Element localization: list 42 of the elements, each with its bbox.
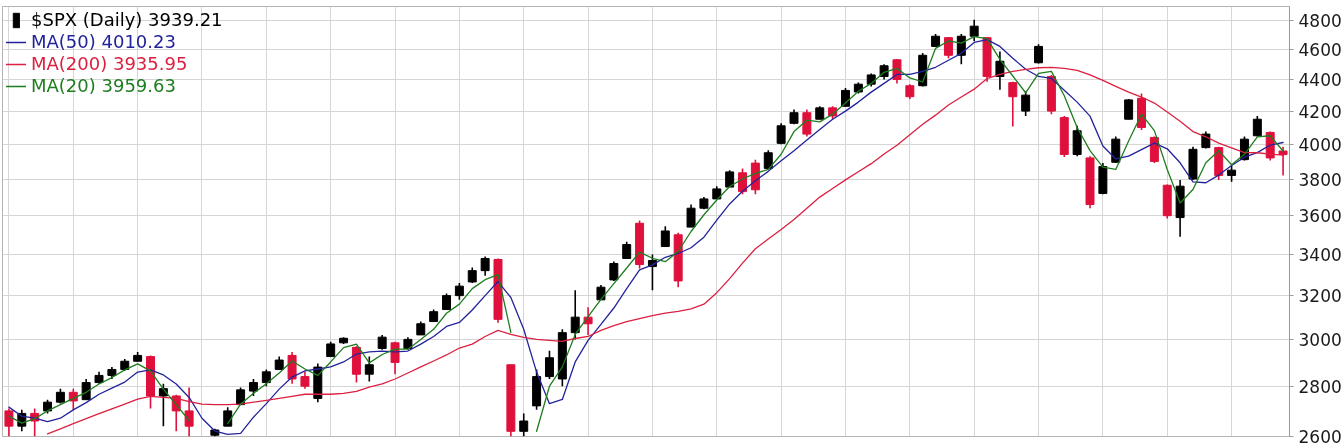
candlestick bbox=[519, 412, 529, 437]
y-tick-label: 4000 bbox=[1298, 134, 1342, 155]
y-tick-label: 4200 bbox=[1298, 101, 1342, 122]
y-tick-label: 3400 bbox=[1298, 244, 1342, 265]
candlestick bbox=[570, 289, 580, 341]
legend-label: MA(20) 3959.63 bbox=[31, 75, 176, 96]
candlestick bbox=[1111, 135, 1121, 164]
candlestick bbox=[583, 306, 593, 336]
candlestick bbox=[1021, 90, 1031, 117]
y-tick-label: 3600 bbox=[1298, 206, 1342, 227]
y-tick-label: 4800 bbox=[1298, 10, 1342, 31]
y-tick-label: 2800 bbox=[1298, 376, 1342, 397]
candlestick bbox=[480, 255, 490, 277]
candlestick bbox=[802, 108, 812, 138]
y-tick-label: 3200 bbox=[1298, 286, 1342, 307]
candlestick bbox=[1008, 81, 1018, 128]
candlestick bbox=[544, 350, 554, 380]
candlestick bbox=[1149, 135, 1159, 164]
candlestick bbox=[969, 18, 979, 43]
candlestick bbox=[609, 260, 619, 282]
y-tick-label: 4400 bbox=[1298, 70, 1342, 91]
candlestick bbox=[364, 355, 374, 383]
candlestick bbox=[390, 340, 400, 376]
candlestick bbox=[4, 407, 14, 437]
candlestick bbox=[686, 203, 696, 228]
candlestick bbox=[1034, 43, 1044, 65]
y-tick-label: 3800 bbox=[1298, 169, 1342, 190]
legend-label: $SPX (Daily) 3939.21 bbox=[31, 9, 223, 30]
candlestick bbox=[81, 378, 91, 401]
candlestick bbox=[287, 351, 297, 385]
candlestick bbox=[1072, 124, 1082, 157]
y-tick-label: 3000 bbox=[1298, 329, 1342, 350]
candlestick bbox=[995, 50, 1005, 91]
legend-label: MA(50) 4010.23 bbox=[31, 31, 176, 52]
candlestick bbox=[1278, 145, 1288, 177]
y-tick-label: 4600 bbox=[1298, 39, 1342, 60]
legend-label: MA(200) 3935.95 bbox=[31, 53, 188, 74]
candlestick bbox=[660, 225, 670, 248]
y-tick-label: 2600 bbox=[1298, 427, 1342, 447]
candlestick bbox=[158, 383, 168, 427]
candlestick bbox=[1124, 98, 1134, 121]
candlestick bbox=[184, 386, 194, 437]
